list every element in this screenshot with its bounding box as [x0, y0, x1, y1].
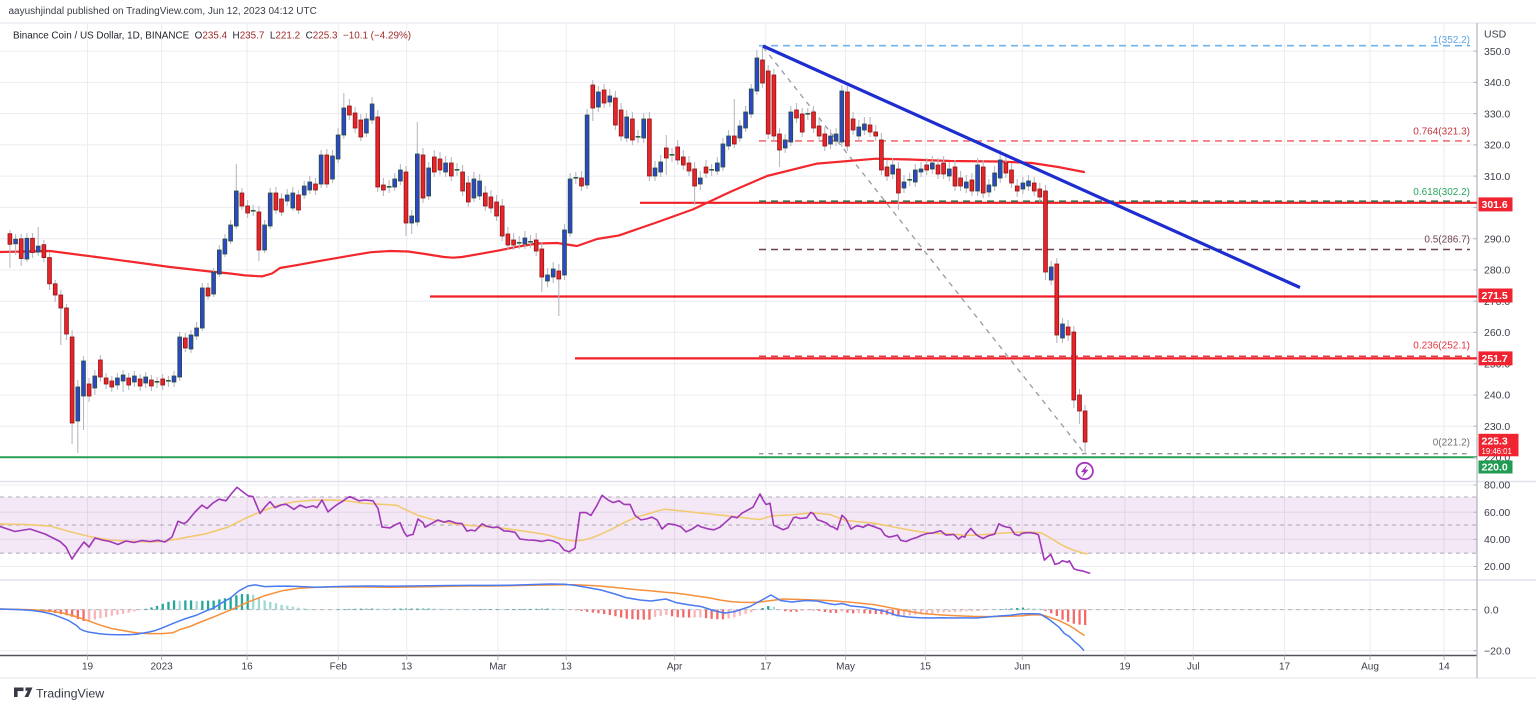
svg-text:40.00: 40.00: [1484, 534, 1510, 546]
svg-text:240.0: 240.0: [1484, 390, 1510, 402]
svg-text:Apr: Apr: [667, 662, 683, 673]
svg-text:17: 17: [760, 662, 772, 673]
svg-text:14: 14: [1439, 662, 1451, 673]
svg-text:0(221.2): 0(221.2): [1433, 438, 1470, 449]
svg-text:320.0: 320.0: [1484, 140, 1510, 152]
svg-text:May: May: [836, 662, 855, 673]
svg-text:Aug: Aug: [1361, 662, 1379, 673]
svg-text:Feb: Feb: [330, 662, 348, 673]
svg-text:TradingView: TradingView: [36, 687, 104, 701]
svg-text:290.0: 290.0: [1484, 233, 1510, 245]
svg-text:0.5(286.7): 0.5(286.7): [1424, 235, 1470, 246]
svg-text:Mar: Mar: [489, 662, 507, 673]
svg-text:20.00: 20.00: [1484, 561, 1510, 573]
svg-text:19: 19: [82, 662, 94, 673]
svg-text:13: 13: [561, 662, 573, 673]
svg-text:2023: 2023: [150, 662, 173, 673]
svg-text:0.764(321.3): 0.764(321.3): [1413, 127, 1470, 138]
svg-text:Jul: Jul: [1187, 662, 1200, 673]
svg-text:16: 16: [242, 662, 254, 673]
svg-text:60.00: 60.00: [1484, 507, 1510, 519]
svg-text:−20.0: −20.0: [1484, 645, 1511, 657]
svg-text:Binance Coin / US Dollar, 1D,: Binance Coin / US Dollar, 1D, BINANCE O2…: [13, 30, 411, 41]
svg-text:1(352.2): 1(352.2): [1433, 35, 1470, 46]
svg-text:280.0: 280.0: [1484, 265, 1510, 277]
svg-text:0.618(302.2): 0.618(302.2): [1413, 187, 1470, 198]
svg-text:80.00: 80.00: [1484, 480, 1510, 492]
svg-text:19:46:01: 19:46:01: [1482, 447, 1512, 456]
svg-text:301.6: 301.6: [1482, 199, 1508, 211]
svg-text:0.0: 0.0: [1484, 604, 1499, 616]
svg-text:220.0: 220.0: [1482, 462, 1508, 474]
svg-text:USD: USD: [1484, 29, 1507, 41]
svg-text:340.0: 340.0: [1484, 77, 1510, 89]
svg-text:19: 19: [1119, 662, 1131, 673]
svg-text:330.0: 330.0: [1484, 108, 1510, 120]
svg-text:230.0: 230.0: [1484, 421, 1510, 433]
svg-text:17: 17: [1279, 662, 1291, 673]
svg-text:260.0: 260.0: [1484, 327, 1510, 339]
svg-text:13: 13: [401, 662, 413, 673]
svg-text:aayushjindal published on Trad: aayushjindal published on TradingView.co…: [9, 6, 317, 17]
svg-text:0.236(252.1): 0.236(252.1): [1413, 341, 1470, 352]
svg-text:Jun: Jun: [1014, 662, 1030, 673]
svg-text:251.7: 251.7: [1482, 353, 1508, 365]
svg-text:310.0: 310.0: [1484, 171, 1510, 183]
svg-text:225.3: 225.3: [1482, 435, 1508, 447]
svg-text:271.5: 271.5: [1482, 290, 1508, 302]
svg-text:350.0: 350.0: [1484, 46, 1510, 58]
svg-text:15: 15: [920, 662, 932, 673]
